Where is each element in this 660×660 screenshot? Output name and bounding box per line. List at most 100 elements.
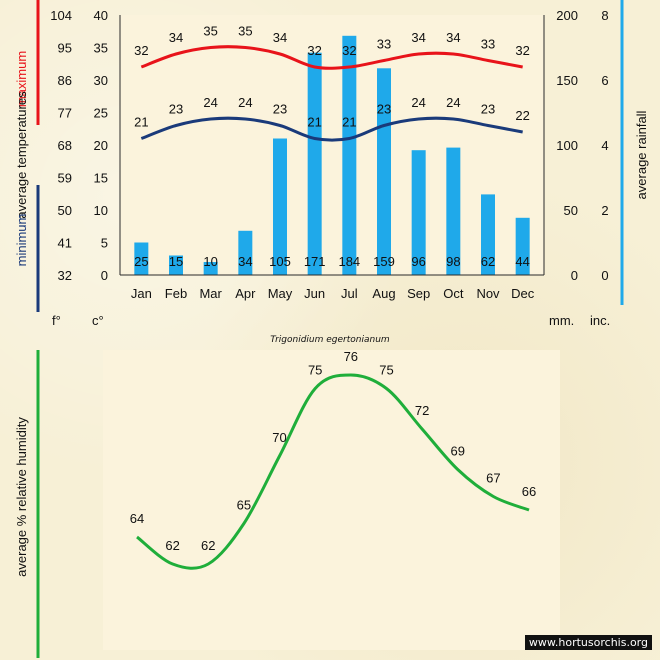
minimum-label-sep: 24 bbox=[411, 95, 425, 110]
c-tick: 25 bbox=[94, 106, 108, 121]
chart-subtitle: Trigonidium egertonianum bbox=[270, 335, 390, 345]
data-labels: 32 34 35 35 34 32 32 33 34 34 33 32 21 23 24 24 23 21 21 23… bbox=[134, 24, 530, 270]
unit-mm: mm. bbox=[549, 313, 575, 328]
tick-labels: Jan Feb Mar Apr May Jun Jul Aug Sep Oct Nov Dec4035… bbox=[50, 8, 608, 301]
f-tick: 77 bbox=[58, 106, 72, 121]
footer-credit[interactable]: www.hortusorchis.org bbox=[524, 635, 652, 650]
month-label-oct: Oct bbox=[443, 286, 464, 301]
f-tick: 59 bbox=[58, 171, 72, 186]
maximum-label-jul: 32 bbox=[342, 43, 356, 58]
minimum-label-mar: 24 bbox=[203, 95, 217, 110]
f-tick: 32 bbox=[58, 268, 72, 283]
rainfall-bar-may bbox=[273, 138, 287, 275]
humidity-line bbox=[136, 373, 530, 570]
temperature-lines bbox=[140, 45, 523, 142]
c-tick: 30 bbox=[94, 73, 108, 88]
maximum-label-aug: 33 bbox=[377, 37, 391, 52]
mm-tick: 100 bbox=[556, 138, 578, 153]
humidity-label-may: 70 bbox=[272, 430, 286, 445]
minimum-label-may: 23 bbox=[273, 102, 287, 117]
f-tick: 86 bbox=[58, 73, 72, 88]
rainfall-bar-jan bbox=[134, 242, 149, 275]
climate-chart: Jan Feb Mar Apr May Jun Jul Aug Sep Oct Nov Dec4035… bbox=[14, 0, 649, 312]
maximum-label-dec: 32 bbox=[515, 43, 529, 58]
month-label-jan: Jan bbox=[131, 286, 152, 301]
unit-c: c° bbox=[92, 313, 104, 328]
maximum-label-apr: 35 bbox=[238, 24, 252, 39]
humidity-plot-background bbox=[103, 350, 560, 650]
rainfall-bar-nov bbox=[481, 194, 495, 275]
rainfall-bar-jun bbox=[307, 52, 322, 276]
minimum-label-apr: 24 bbox=[238, 95, 252, 110]
rainfall-label-aug: 159 bbox=[373, 254, 395, 269]
rainfall-label-mar: 10 bbox=[203, 254, 217, 269]
maximum-label-sep: 34 bbox=[411, 30, 425, 45]
inc-tick: 0 bbox=[601, 268, 608, 283]
humidity-axis-label: average % relative humidity bbox=[14, 417, 29, 577]
unit-f: f° bbox=[52, 313, 61, 328]
rainfall-label-feb: 15 bbox=[169, 254, 183, 269]
maximum-label-may: 34 bbox=[273, 30, 287, 45]
f-tick: 95 bbox=[58, 41, 72, 56]
maximum-label-nov: 33 bbox=[481, 37, 495, 52]
rainfall-label-may: 105 bbox=[269, 254, 291, 269]
f-tick: 68 bbox=[58, 138, 72, 153]
month-label-may: May bbox=[268, 286, 293, 301]
c-tick: 40 bbox=[94, 8, 108, 23]
humidity-label-apr: 65 bbox=[237, 498, 251, 513]
maximum-label-feb: 34 bbox=[169, 30, 183, 45]
mm-tick: 150 bbox=[556, 73, 578, 88]
month-label-sep: Sep bbox=[407, 286, 430, 301]
axes bbox=[119, 15, 545, 276]
label-avg-rainfall: average rainfall bbox=[634, 110, 649, 199]
rainfall-bar-aug bbox=[377, 68, 391, 275]
humidity-label-jan: 64 bbox=[130, 511, 144, 526]
minimum-label-nov: 23 bbox=[481, 102, 495, 117]
maximum-label-jan: 32 bbox=[134, 43, 148, 58]
humidity-label-nov: 67 bbox=[486, 471, 500, 486]
rainfall-label-jul: 184 bbox=[338, 254, 360, 269]
rainfall-bar-oct bbox=[446, 147, 461, 275]
month-label-nov: Nov bbox=[476, 286, 500, 301]
rainfall-bar-dec bbox=[515, 217, 530, 275]
humidity-series-line bbox=[136, 373, 530, 570]
month-label-jul: Jul bbox=[341, 286, 358, 301]
inc-tick: 8 bbox=[601, 8, 608, 23]
maximum-label-jun: 32 bbox=[307, 43, 321, 58]
label-avg-temperatures: average temperatures bbox=[14, 91, 29, 219]
minimum-label-feb: 23 bbox=[169, 102, 183, 117]
maximum-label-mar: 35 bbox=[203, 24, 217, 39]
rainfall-label-apr: 34 bbox=[238, 254, 252, 269]
humidity-label-jun: 75 bbox=[308, 363, 322, 378]
c-tick: 15 bbox=[94, 171, 108, 186]
mm-tick: 50 bbox=[564, 203, 578, 218]
rainfall-label-dec: 44 bbox=[515, 254, 529, 269]
humidity-label-oct: 69 bbox=[450, 444, 464, 459]
month-label-dec: Dec bbox=[511, 286, 535, 301]
humidity-label-sep: 72 bbox=[415, 403, 429, 418]
label-minimum: minimum bbox=[14, 214, 29, 267]
mm-tick: 0 bbox=[571, 268, 578, 283]
month-label-aug: Aug bbox=[372, 286, 395, 301]
f-tick: 41 bbox=[58, 236, 72, 251]
mm-tick: 200 bbox=[556, 8, 578, 23]
plot-background bbox=[120, 15, 544, 275]
inc-tick: 4 bbox=[601, 138, 608, 153]
humidity-chart: average % relative humidity 64 62 62 65 70 75… bbox=[14, 349, 560, 658]
c-tick: 20 bbox=[94, 138, 108, 153]
rainfall-bar-mar bbox=[203, 262, 218, 275]
rainfall-label-sep: 96 bbox=[411, 254, 425, 269]
c-tick: 10 bbox=[94, 203, 108, 218]
month-label-mar: Mar bbox=[199, 286, 222, 301]
humidity-label-jul: 76 bbox=[344, 349, 358, 364]
month-label-feb: Feb bbox=[165, 286, 187, 301]
rainfall-label-jun: 171 bbox=[304, 254, 326, 269]
rainfall-bar-jul bbox=[342, 35, 357, 275]
f-tick: 104 bbox=[50, 8, 72, 23]
humidity-label-aug: 75 bbox=[379, 363, 393, 378]
minimum-label-dec: 22 bbox=[515, 108, 529, 123]
humidity-label-feb: 62 bbox=[165, 538, 179, 553]
minimum-temperature-line bbox=[140, 116, 523, 142]
label-maximum: maximum bbox=[14, 51, 29, 107]
minimum-label-jun: 21 bbox=[307, 115, 321, 130]
